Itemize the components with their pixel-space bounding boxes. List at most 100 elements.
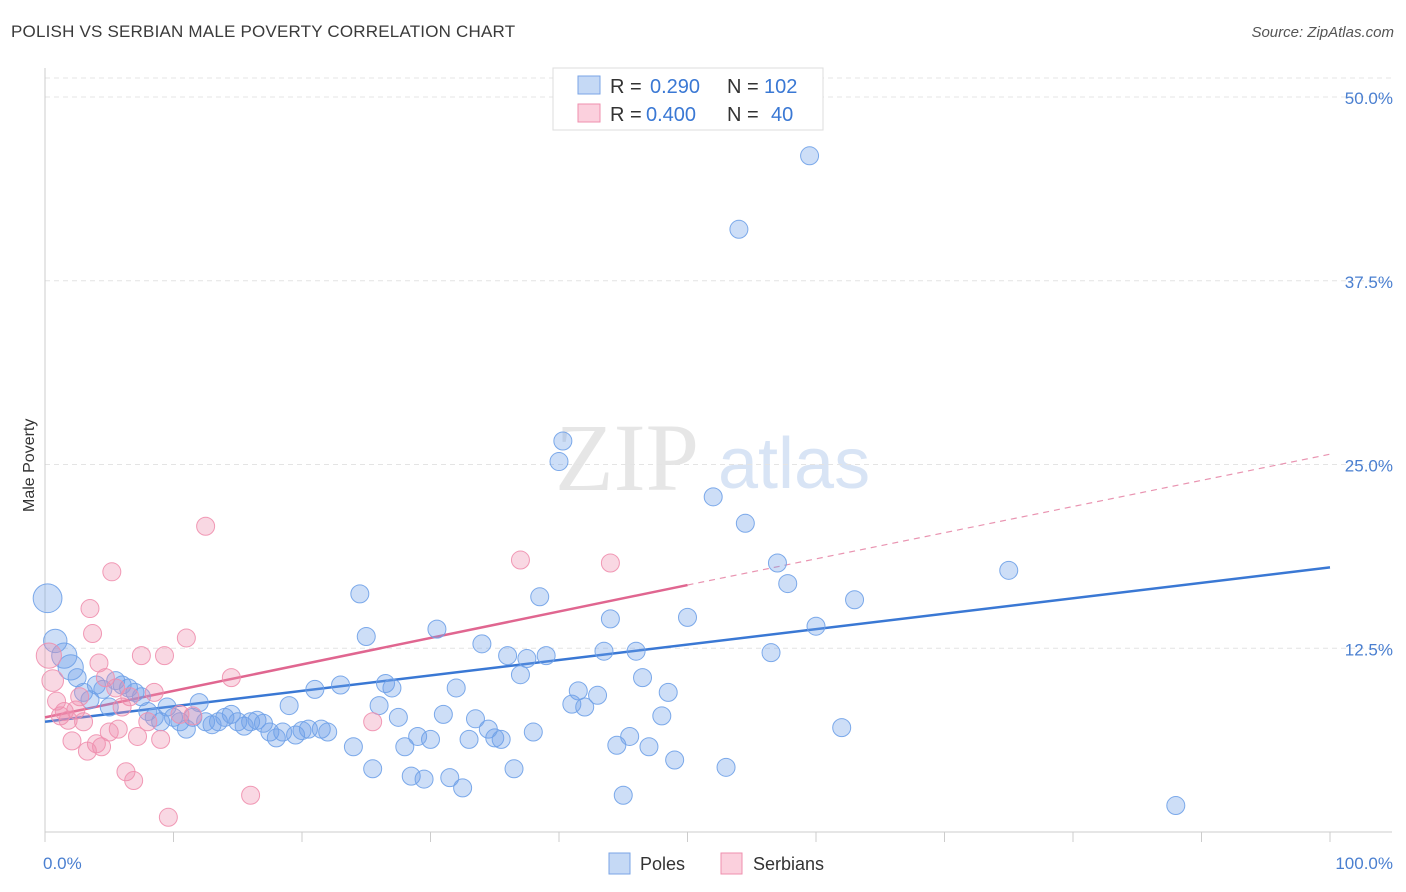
poles-point <box>427 619 447 639</box>
legend-poles-r-value: 0.290 <box>650 76 700 98</box>
poles-point <box>395 737 415 757</box>
poles-point <box>279 696 299 716</box>
poles-point <box>626 641 646 661</box>
poles-point <box>498 646 518 666</box>
legend-poles-n-label: N = <box>727 76 759 98</box>
poles-point <box>459 729 479 749</box>
poles-point <box>491 729 511 749</box>
legend-serbians-n-value: 40 <box>771 104 793 126</box>
serbians-point <box>131 646 151 666</box>
poles-point <box>716 757 736 777</box>
y-tick-label: 12.5% <box>1345 640 1393 659</box>
serbians-point <box>120 687 140 707</box>
poles-point <box>453 778 473 798</box>
bottom-legend-serbians-swatch <box>720 852 743 875</box>
poles-point <box>594 641 614 661</box>
serbians-point <box>83 624 103 644</box>
poles-point <box>767 553 787 573</box>
serbians-point <box>363 712 383 732</box>
serbians-point <box>138 712 158 732</box>
poles-point <box>665 750 685 770</box>
serbians-point <box>128 726 148 746</box>
serbians-point <box>112 697 132 717</box>
poles-point <box>43 628 68 654</box>
poles-point <box>382 678 402 698</box>
gridlines <box>45 77 1392 649</box>
bottom-legend-poles-swatch <box>608 852 631 875</box>
poles-point <box>57 654 84 681</box>
serbians-point <box>124 771 144 791</box>
poles-point <box>761 643 781 663</box>
poles-point <box>678 607 697 627</box>
poles-point <box>600 609 620 629</box>
poles-trend-line <box>44 566 1331 723</box>
serbians-point <box>196 516 216 536</box>
serbians-point <box>106 678 126 698</box>
poles-point <box>472 634 492 654</box>
poles-point <box>703 487 723 507</box>
poles-point <box>800 146 820 166</box>
legend-box: R = 0.290 N = 102 R = 0.400 N = 40 <box>552 67 824 131</box>
poles-point <box>845 590 865 610</box>
serbians-point <box>241 785 261 805</box>
legend-serbians-r-label: R = <box>610 104 642 126</box>
poles-point <box>331 675 351 695</box>
data-points <box>32 146 1186 827</box>
legend-serbians-swatch <box>577 103 601 123</box>
serbians-point <box>95 668 115 688</box>
bottom-legend: Poles Serbians <box>608 852 824 875</box>
poles-point <box>613 785 633 805</box>
serbians-trend-line <box>44 583 688 719</box>
bottom-legend-serbians-label: Serbians <box>753 854 824 874</box>
serbians-point <box>155 646 175 666</box>
serbians-point <box>176 628 196 648</box>
poles-point <box>273 722 293 742</box>
poles-point <box>1166 796 1186 816</box>
poles-point <box>221 704 241 724</box>
poles-point <box>639 737 659 757</box>
serbians-point <box>102 562 122 582</box>
poles-point <box>343 737 363 757</box>
poles-point <box>401 766 421 786</box>
serbians-point <box>62 731 82 751</box>
serbians-point <box>92 737 112 757</box>
poles-point <box>735 513 755 533</box>
serbians-point <box>151 729 171 749</box>
x-tick-label-min: 0.0% <box>43 854 82 873</box>
poles-point <box>568 681 588 701</box>
poles-point <box>806 616 826 636</box>
axes <box>44 68 1392 842</box>
poles-point <box>292 721 312 741</box>
serbians-point <box>70 687 90 707</box>
serbians-point <box>35 642 62 669</box>
poles-point <box>549 452 569 472</box>
poles-point <box>658 682 678 702</box>
y-tick-label: 50.0% <box>1345 89 1393 108</box>
poles-point <box>729 219 749 239</box>
legend-poles-swatch <box>577 75 601 95</box>
poles-point <box>350 584 370 604</box>
poles-point <box>832 718 852 738</box>
poles-point <box>433 704 453 724</box>
poles-point <box>414 769 434 789</box>
serbians-point <box>74 712 94 732</box>
legend-serbians-n-label: N = <box>727 104 759 126</box>
poles-point <box>32 583 63 614</box>
poles-point <box>440 768 460 788</box>
poles-point <box>51 642 78 669</box>
poles-point <box>588 685 608 705</box>
trend-lines <box>44 453 1331 723</box>
x-tick-label-max: 100.0% <box>1335 854 1393 873</box>
poles-point <box>633 668 653 688</box>
poles-point <box>318 722 338 742</box>
poles-point <box>536 646 556 666</box>
poles-point <box>408 726 428 746</box>
poles-point <box>517 649 537 669</box>
legend-serbians-r-value: 0.400 <box>646 104 696 126</box>
serbians-point <box>600 553 620 573</box>
serbians-point <box>221 668 241 688</box>
poles-point <box>356 626 376 646</box>
serbians-point <box>41 669 65 692</box>
serbians-point <box>510 550 530 570</box>
